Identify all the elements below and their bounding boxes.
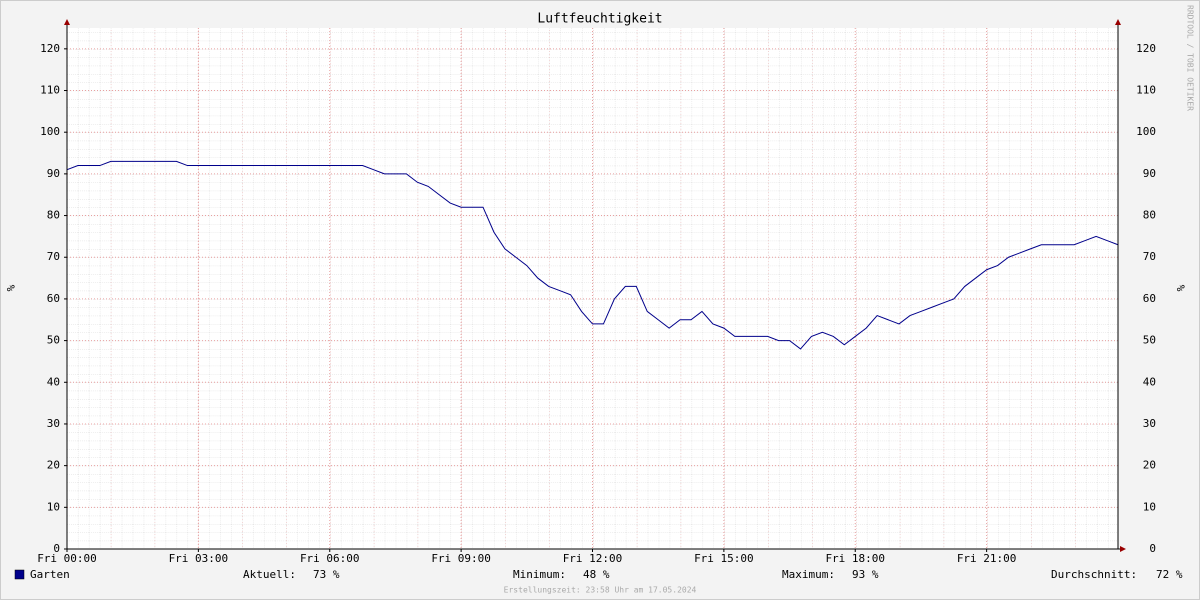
- y-tick-label: 120: [40, 42, 60, 55]
- y2-tick-label: 120: [1136, 42, 1156, 55]
- y2-tick-label: 40: [1143, 375, 1156, 388]
- watermark: RRDTOOL / TOBI OETIKER: [1186, 5, 1195, 111]
- chart-title: Luftfeuchtigkeit: [537, 12, 662, 27]
- stat-label: Durchschnitt:: [1051, 568, 1137, 581]
- legend-swatch: [14, 569, 25, 580]
- y2-tick-label: 110: [1136, 84, 1156, 97]
- y-tick-label: 90: [47, 167, 60, 180]
- x-tick-label: Fri 21:00: [957, 552, 1017, 565]
- y2-tick-label: 60: [1143, 292, 1156, 305]
- y-tick-label: 70: [47, 250, 60, 263]
- y-tick-label: 30: [47, 417, 60, 430]
- legend-label: Garten: [30, 568, 70, 581]
- y-tick-label: 0: [53, 542, 60, 555]
- stat-value: 48 %: [583, 568, 610, 581]
- y-tick-label: 10: [47, 500, 60, 513]
- stat-value: 72 %: [1156, 568, 1183, 581]
- y2-tick-label: 30: [1143, 417, 1156, 430]
- stat-value: 73 %: [313, 568, 340, 581]
- y2-axis-label: %: [1174, 285, 1187, 292]
- y2-tick-label: 0: [1149, 542, 1156, 555]
- y-tick-label: 110: [40, 84, 60, 97]
- x-tick-label: Fri 09:00: [431, 552, 491, 565]
- stat-value: 93 %: [852, 568, 879, 581]
- y-tick-label: 80: [47, 209, 60, 222]
- data-line: [66, 160, 1119, 350]
- axis-arrow: [1120, 546, 1126, 552]
- y2-tick-label: 50: [1143, 334, 1156, 347]
- y2-tick-label: 10: [1143, 500, 1156, 513]
- stat-label: Aktuell:: [243, 568, 296, 581]
- y2-tick-label: 20: [1143, 459, 1156, 472]
- footer: Erstellungszeit: 23:58 Uhr am 17.05.2024: [504, 586, 697, 595]
- y-tick-label: 20: [47, 459, 60, 472]
- stat-label: Maximum:: [782, 568, 835, 581]
- x-tick-label: Fri 03:00: [169, 552, 229, 565]
- y-tick-label: 40: [47, 375, 60, 388]
- x-tick-label: Fri 15:00: [694, 552, 754, 565]
- y-tick-label: 50: [47, 334, 60, 347]
- axis-arrow: [1115, 19, 1121, 25]
- hourly-grid: [67, 28, 1118, 549]
- y-tick-label: 60: [47, 292, 60, 305]
- x-tick-label: Fri 12:00: [563, 552, 623, 565]
- stat-label: Minimum:: [513, 568, 566, 581]
- y2-tick-label: 90: [1143, 167, 1156, 180]
- y2-tick-label: 80: [1143, 209, 1156, 222]
- axis-arrow: [64, 19, 70, 25]
- y-axis-label: %: [4, 285, 17, 292]
- y-tick-label: 100: [40, 125, 60, 138]
- y2-tick-label: 100: [1136, 125, 1156, 138]
- x-tick-label: Fri 00:00: [37, 552, 97, 565]
- x-tick-label: Fri 06:00: [300, 552, 360, 565]
- y2-tick-label: 70: [1143, 250, 1156, 263]
- x-tick-label: Fri 18:00: [825, 552, 885, 565]
